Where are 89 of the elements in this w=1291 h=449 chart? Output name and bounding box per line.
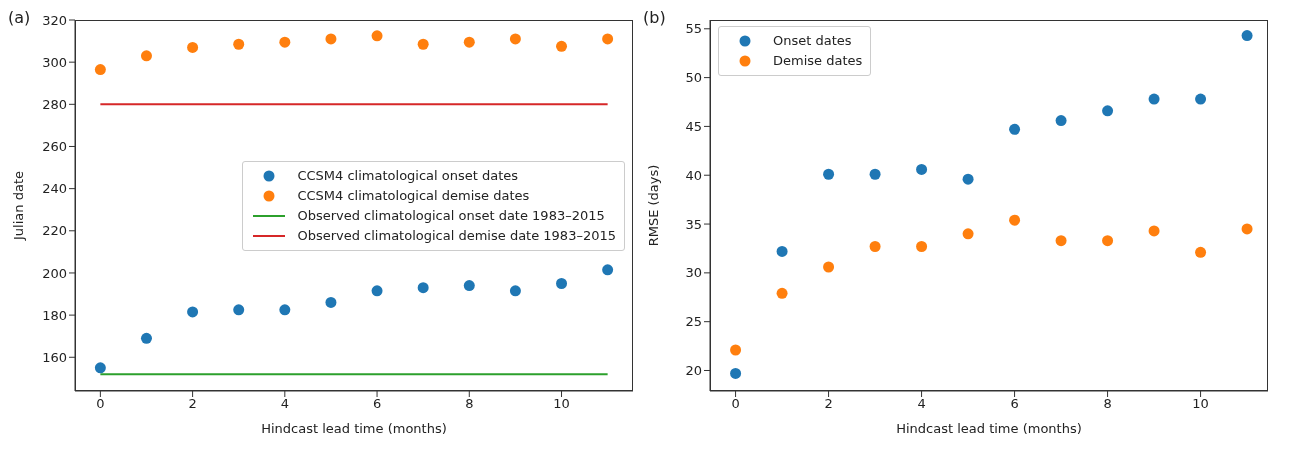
y-tick-label: 280 [42,96,67,112]
y-tick-label: 50 [685,70,702,86]
point [776,245,788,257]
point [823,168,835,180]
x-tick-label: 4 [917,396,926,412]
point [233,38,245,50]
chart-title: (a) [8,8,31,27]
y-axis-title: Julian date [10,171,26,241]
x-axis-title: Hindcast lead time (months) [261,421,447,436]
x-tick-label: 0 [731,396,740,412]
x-axis-title: Hindcast lead time (months) [896,421,1082,436]
legend-label: Observed climatological demise date 1983–2015 [297,226,616,245]
x-tick-label: 8 [1103,396,1112,412]
point [602,33,614,45]
point [1102,105,1114,117]
chart-title: (b) [643,8,666,27]
y-tick-label: 30 [685,265,702,281]
point [417,282,429,294]
y-tick-label: 55 [685,21,702,37]
point [140,332,152,344]
y-tick-label: 260 [42,139,67,155]
point [509,285,521,297]
point [1241,30,1253,42]
point [776,287,788,299]
point [1009,123,1021,135]
y-tick-label: 25 [685,314,702,330]
point [1102,235,1114,247]
x-tick-label: 2 [824,396,833,412]
point [916,241,928,253]
point [417,38,429,50]
point [279,304,291,316]
point [916,163,928,175]
point [962,173,974,185]
point [730,367,742,379]
y-axis-title: RMSE (days) [645,164,661,247]
point [1195,93,1207,105]
point [1148,225,1160,237]
point [279,36,291,48]
point [869,168,881,180]
x-tick-label: 10 [1192,396,1209,412]
y-tick-label: 220 [42,223,67,239]
point [730,344,742,356]
point [233,304,245,316]
point [602,264,614,276]
point [1241,223,1253,235]
legend-label: CCSM4 climatological demise dates [297,186,530,205]
point [556,40,568,52]
point [463,280,475,292]
x-tick-label: 4 [280,396,289,412]
point [1148,93,1160,105]
point [962,228,974,240]
y-tick-label: 20 [685,363,702,379]
x-tick-label: 6 [372,396,382,412]
point [556,277,568,289]
legend-label: CCSM4 climatological onset dates [297,166,519,185]
point [1055,115,1067,127]
point [140,50,152,62]
point [1195,246,1207,258]
point [463,36,475,48]
x-tick-label: 10 [553,396,570,412]
legend-label: Observed climatological onset date 1983–2015 [297,206,605,225]
point [869,241,881,253]
point [187,306,199,318]
legend-label: Demise dates [773,52,863,70]
point [1009,214,1021,226]
y-tick-label: 320 [42,12,67,28]
point [509,33,521,45]
point [94,64,106,76]
point [187,41,199,53]
y-tick-label: 300 [42,54,67,70]
y-tick-label: 180 [42,307,67,323]
x-tick-label: 2 [188,396,197,412]
x-tick-label: 6 [1010,396,1019,412]
y-tick-label: 240 [42,181,67,197]
point [371,30,383,42]
legend-label: Onset dates [773,32,852,50]
point [1055,235,1067,247]
y-tick-label: 200 [42,265,67,281]
point [823,261,835,273]
x-tick-label: 8 [465,396,474,412]
y-tick-label: 45 [685,119,702,135]
x-tick-label: 0 [96,396,105,412]
y-tick-label: 40 [685,167,702,183]
y-tick-label: 35 [685,216,702,232]
point [325,296,337,308]
point [371,285,383,297]
point [94,362,106,374]
y-tick-label: 160 [42,349,67,365]
point [325,33,337,45]
